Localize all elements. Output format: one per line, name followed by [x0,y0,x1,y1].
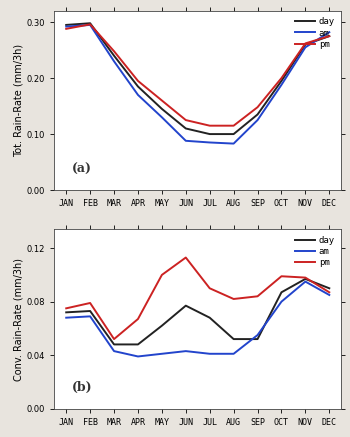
pm [184,255,188,260]
am [136,92,140,97]
day [64,310,68,315]
Line: pm: pm [66,24,329,126]
pm [232,296,236,302]
day [256,336,260,342]
day [112,342,116,347]
Line: day: day [66,279,329,344]
day [208,132,212,137]
Text: (a): (a) [71,163,91,176]
pm [279,76,284,81]
Legend: day, am, pm: day, am, pm [294,234,337,269]
pm [88,22,92,27]
Legend: day, am, pm: day, am, pm [294,15,337,51]
am [112,348,116,354]
pm [184,118,188,123]
day [64,22,68,28]
day [160,323,164,328]
pm [160,98,164,103]
am [160,351,164,357]
day [208,315,212,320]
pm [303,275,307,280]
day [327,34,331,39]
day [232,336,236,342]
day [88,309,92,314]
day [184,303,188,308]
day [160,106,164,111]
am [327,30,331,35]
am [64,24,68,29]
day [136,342,140,347]
day [279,78,284,83]
Line: day: day [66,23,329,134]
am [208,140,212,145]
Text: (b): (b) [71,381,92,394]
am [88,22,92,28]
pm [208,123,212,128]
pm [279,274,284,279]
pm [208,286,212,291]
am [256,333,260,338]
Y-axis label: Conv. Rain-Rate (mm/3h): Conv. Rain-Rate (mm/3h) [14,257,24,381]
day [136,84,140,89]
am [279,299,284,304]
day [327,286,331,291]
am [184,348,188,354]
pm [160,272,164,277]
pm [88,300,92,305]
am [256,118,260,123]
day [303,42,307,47]
day [279,290,284,295]
am [208,351,212,357]
am [303,45,307,50]
pm [232,123,236,128]
pm [64,26,68,31]
pm [136,316,140,322]
day [88,21,92,26]
pm [303,41,307,46]
am [232,351,236,357]
Line: am: am [66,25,329,144]
am [232,141,236,146]
am [88,314,92,319]
pm [256,294,260,299]
day [303,276,307,281]
pm [112,49,116,54]
day [112,53,116,58]
pm [112,336,116,342]
pm [327,34,331,39]
am [279,82,284,87]
pm [64,306,68,311]
day [232,132,236,137]
pm [327,290,331,295]
am [184,138,188,143]
am [136,354,140,359]
am [303,279,307,284]
pm [256,104,260,110]
Y-axis label: Tot. Rain-Rate (mm/3h): Tot. Rain-Rate (mm/3h) [14,44,24,157]
Line: pm: pm [66,257,329,339]
day [256,112,260,117]
Line: am: am [66,281,329,357]
am [327,292,331,298]
am [112,59,116,64]
am [160,114,164,120]
am [64,315,68,320]
day [184,126,188,131]
pm [136,78,140,83]
